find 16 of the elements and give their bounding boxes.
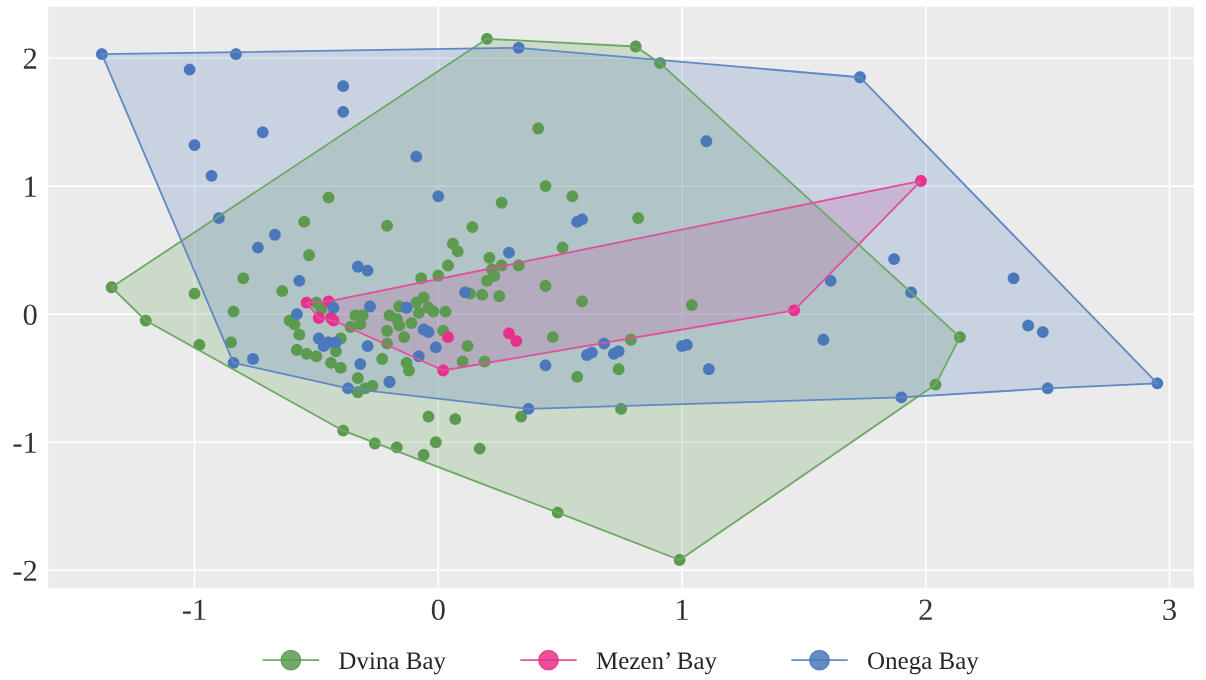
y-tick-label: -1	[13, 432, 36, 453]
x-tick-label: 0	[431, 599, 445, 621]
point	[442, 331, 454, 344]
legend-label: Mezen’ Bay	[596, 652, 717, 675]
y-tick-label: 0	[23, 304, 37, 326]
x-tick-label: 3	[1163, 599, 1177, 621]
y-tick-label: 1	[25, 176, 36, 197]
point	[510, 335, 523, 347]
x-tick-label: -1	[182, 599, 206, 620]
y-tick-label: -2	[13, 560, 37, 581]
point	[503, 327, 515, 340]
x-tick-label: 1	[677, 599, 688, 620]
x-tick-label: 2	[919, 599, 932, 620]
y-tick-label: 2	[23, 48, 37, 69]
legend-label: Onega Bay	[868, 652, 979, 675]
legend-label: Dvina Bay	[339, 652, 446, 675]
